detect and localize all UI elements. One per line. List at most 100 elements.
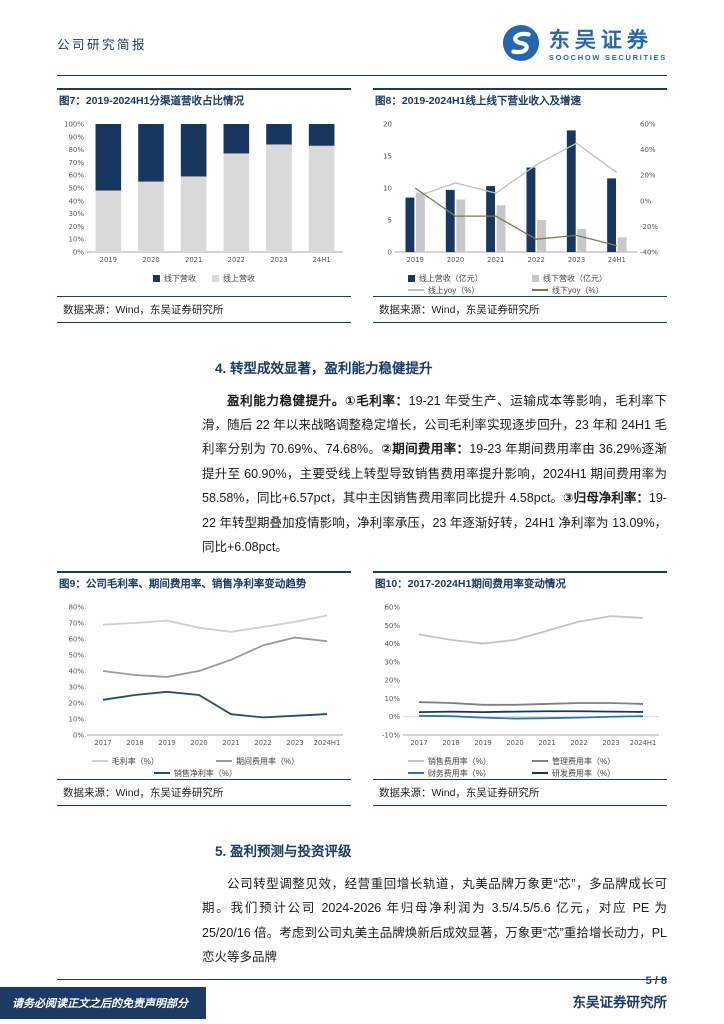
svg-text:80%: 80% bbox=[68, 603, 84, 611]
svg-text:24H1: 24H1 bbox=[313, 256, 331, 264]
svg-text:30%: 30% bbox=[68, 210, 84, 218]
figure-8-title: 图8：2019-2024H1线上线下营业收入及增速 bbox=[373, 88, 667, 112]
brand-name-en: SOOCHOW SECURITIES bbox=[548, 52, 667, 62]
svg-text:0%: 0% bbox=[640, 197, 651, 205]
doc-type-label: 公司研究简报 bbox=[57, 38, 148, 52]
figure-10-expense-ratios: 图10：2017-2024H1期间费用率变动情况 -10% 0% 10% 20% 30%… bbox=[373, 571, 667, 806]
footer-institute: 东吴证券研究所 bbox=[572, 995, 668, 1010]
svg-text:40%: 40% bbox=[68, 667, 84, 675]
expense-ratio-chart: -10% 0% 10% 20% 30% 40% 50% 60% 2017 2018 2019 2020… bbox=[381, 603, 659, 778]
figure-10-body: -10% 0% 10% 20% 30% 40% 50% 60% 2017 2018 2019 2020… bbox=[373, 595, 667, 779]
section-4-heading: 4. 转型成效显著，盈利能力稳健提升 bbox=[215, 360, 433, 376]
figure-10-source: 数据来源：Wind，东吴证券研究所 bbox=[373, 778, 667, 806]
figure-7-title: 图7：2019-2024H1分渠道营收占比情况 bbox=[57, 88, 351, 112]
svg-text:2020: 2020 bbox=[142, 256, 159, 264]
svg-text:2021: 2021 bbox=[538, 739, 555, 747]
svg-text:5: 5 bbox=[388, 216, 392, 224]
section-5-heading: 5. 盈利预测与投资评级 bbox=[215, 843, 352, 859]
svg-text:40%: 40% bbox=[384, 640, 400, 648]
svg-text:20%: 20% bbox=[384, 677, 400, 685]
svg-text:2023: 2023 bbox=[602, 739, 619, 747]
header-divider bbox=[57, 75, 667, 76]
svg-text:2021: 2021 bbox=[487, 256, 504, 264]
figure-8-online-offline-revenue: 图8：2019-2024H1线上线下营业收入及增速 0 5 10 15 20 -40% -2… bbox=[373, 88, 667, 323]
soochow-logo-icon bbox=[502, 24, 540, 67]
svg-text:2020: 2020 bbox=[506, 739, 523, 747]
figure-8-source: 数据来源：Wind，东吴证券研究所 bbox=[373, 295, 667, 323]
svg-text:90%: 90% bbox=[68, 133, 84, 141]
channel-revenue-share-chart: 0% 10% 20% 30% 40% 50% 60% 70% 80% 90% 100% 2019 202… bbox=[57, 116, 351, 284]
svg-text:50%: 50% bbox=[68, 651, 84, 659]
svg-text:2017: 2017 bbox=[410, 739, 427, 747]
svg-text:-10%: -10% bbox=[382, 731, 400, 739]
svg-text:-40%: -40% bbox=[640, 248, 658, 256]
figure-9-margin-trends: 图9：公司毛利率、期间费用率、销售净利率变动趋势 0% 10% 20% 30% 40% 5… bbox=[57, 571, 351, 806]
figure-7-source: 数据来源：Wind，东吴证券研究所 bbox=[57, 295, 351, 323]
svg-text:10%: 10% bbox=[384, 695, 400, 703]
page-number: 5 / 8 bbox=[645, 975, 667, 988]
svg-text:2019: 2019 bbox=[100, 256, 117, 264]
svg-text:20%: 20% bbox=[640, 171, 656, 179]
svg-text:100%: 100% bbox=[64, 120, 84, 128]
svg-text:2019: 2019 bbox=[158, 739, 175, 747]
brand-logo: 东吴证券 SOOCHOW SECURITIES bbox=[502, 24, 667, 67]
svg-text:0%: 0% bbox=[73, 731, 84, 739]
svg-text:2023: 2023 bbox=[286, 739, 303, 747]
svg-text:40%: 40% bbox=[640, 146, 656, 154]
svg-text:2023: 2023 bbox=[568, 256, 585, 264]
svg-text:2019: 2019 bbox=[407, 256, 424, 264]
svg-text:2023: 2023 bbox=[270, 256, 287, 264]
svg-text:20%: 20% bbox=[68, 223, 84, 231]
svg-text:2021: 2021 bbox=[222, 739, 239, 747]
page-header: 公司研究简报 东吴证券 SOOCHOW SECURITIES bbox=[57, 0, 667, 67]
figure-7-channel-mix: 图7：2019-2024H1分渠道营收占比情况 0% 10% 20% 30% 40% 50… bbox=[57, 88, 351, 323]
svg-text:60%: 60% bbox=[68, 635, 84, 643]
svg-text:60%: 60% bbox=[640, 120, 656, 128]
online-offline-revenue-chart: 0 5 10 15 20 -40% -20% 0% 20% 40% 60% 2019 2020 2021 2… bbox=[383, 120, 659, 295]
svg-text:80%: 80% bbox=[68, 146, 84, 154]
svg-text:70%: 70% bbox=[68, 159, 84, 167]
section-4-paragraph: 盈利能力稳健提升。①毛利率：19-21 年受生产、运输成本等影响，毛利率下滑，随… bbox=[202, 393, 668, 554]
svg-text:30%: 30% bbox=[384, 658, 400, 666]
figure-9-body: 0% 10% 20% 30% 40% 50% 60% 70% 80% 2017 2018 2019 20… bbox=[57, 595, 351, 779]
svg-text:2022: 2022 bbox=[254, 739, 271, 747]
figure-8-body: 0 5 10 15 20 -40% -20% 0% 20% 40% 60% 2019 2020 2021 2… bbox=[373, 112, 667, 296]
svg-text:2018: 2018 bbox=[442, 739, 459, 747]
report-page: 公司研究简报 东吴证券 SOOCHOW SECURITIES 图7：2019-2… bbox=[57, 0, 668, 988]
svg-text:2024H1: 2024H1 bbox=[314, 739, 341, 747]
svg-text:10%: 10% bbox=[68, 235, 84, 243]
brand-name-cn: 东吴证券 bbox=[548, 28, 653, 52]
svg-text:2022: 2022 bbox=[570, 739, 587, 747]
figure-9-source: 数据来源：Wind，东吴证券研究所 bbox=[57, 778, 351, 806]
svg-text:2022: 2022 bbox=[528, 256, 545, 264]
svg-text:2021: 2021 bbox=[185, 256, 202, 264]
svg-text:50%: 50% bbox=[68, 184, 84, 192]
figure-row-2: 图9：公司毛利率、期间费用率、销售净利率变动趋势 0% 10% 20% 30% 40% 5… bbox=[57, 571, 667, 806]
figure-10-title: 图10：2017-2024H1期间费用率变动情况 bbox=[373, 571, 667, 595]
figure-7-body: 0% 10% 20% 30% 40% 50% 60% 70% 80% 90% 100% 2019 202… bbox=[57, 112, 351, 296]
footer-divider bbox=[57, 979, 667, 980]
svg-text:40%: 40% bbox=[68, 197, 84, 205]
margin-trends-chart: 0% 10% 20% 30% 40% 50% 60% 70% 80% 2017 2018 2019 20… bbox=[68, 603, 343, 778]
svg-text:24H1: 24H1 bbox=[608, 256, 626, 264]
svg-text:2017: 2017 bbox=[94, 739, 111, 747]
svg-text:0%: 0% bbox=[389, 713, 400, 721]
svg-text:2020: 2020 bbox=[447, 256, 464, 264]
footer-disclaimer: 请务必阅读正文之后的免责声明部分 bbox=[0, 987, 206, 1019]
svg-text:20%: 20% bbox=[68, 699, 84, 707]
figure-9-title: 图9：公司毛利率、期间费用率、销售净利率变动趋势 bbox=[57, 571, 351, 595]
svg-text:10: 10 bbox=[383, 184, 392, 192]
svg-text:10%: 10% bbox=[68, 715, 84, 723]
svg-text:2019: 2019 bbox=[474, 739, 491, 747]
svg-text:60%: 60% bbox=[68, 171, 84, 179]
svg-text:50%: 50% bbox=[384, 622, 400, 630]
svg-text:0%: 0% bbox=[73, 248, 84, 256]
svg-text:30%: 30% bbox=[68, 683, 84, 691]
svg-text:-20%: -20% bbox=[640, 223, 658, 231]
svg-text:60%: 60% bbox=[384, 603, 400, 611]
svg-text:70%: 70% bbox=[68, 619, 84, 627]
svg-text:2018: 2018 bbox=[126, 739, 143, 747]
svg-text:15: 15 bbox=[383, 152, 392, 160]
svg-text:20: 20 bbox=[383, 120, 392, 128]
svg-text:2024H1: 2024H1 bbox=[630, 739, 657, 747]
